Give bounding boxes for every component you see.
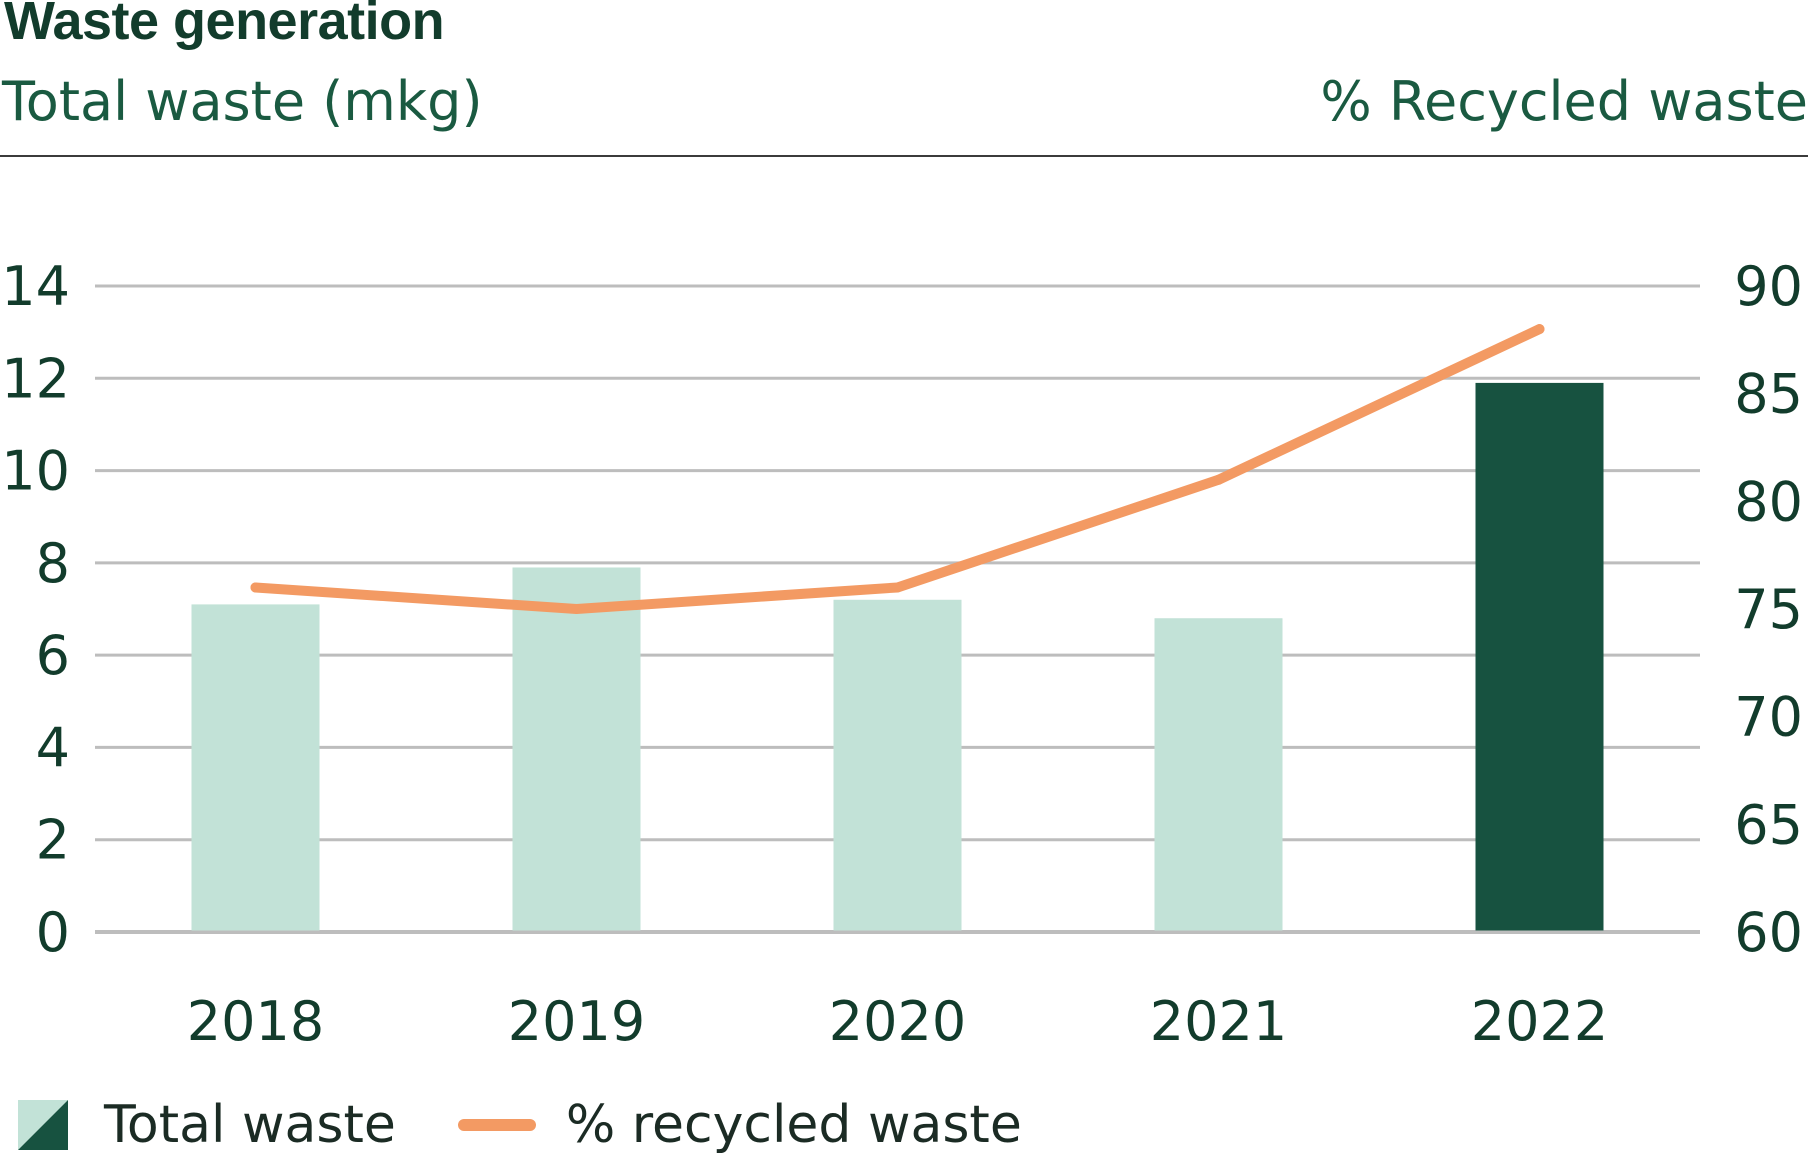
left-axis-title: Total waste (mkg): [2, 70, 483, 133]
right-tick-label: 80: [1734, 470, 1803, 533]
legend-total-waste: Total waste: [104, 1095, 396, 1155]
recycled-point-2019: [571, 604, 582, 614]
recycled-point-2020: [892, 582, 903, 593]
bar-2020: [833, 599, 962, 931]
x-tick-label: 2019: [508, 990, 645, 1053]
bar-2019: [512, 567, 641, 931]
left-tick-label: 10: [1, 440, 70, 503]
right-tick-label: 60: [1734, 901, 1803, 964]
recycled-point-2022: [1534, 324, 1545, 335]
recycled-waste-line: [250, 324, 1545, 614]
x-axis-ticks: 2018 2019 2020 2021 2022: [187, 990, 1608, 1053]
right-axis-ticks: 60 65 70 75 80 85 90: [1734, 255, 1803, 964]
left-axis-ticks: 0 2 4 6 8 10 12 14: [1, 255, 70, 964]
legend-line-marker: [457, 1119, 536, 1131]
x-tick-label: 2020: [829, 990, 966, 1053]
recycled-line-layer: [250, 324, 1545, 614]
right-axis-title: % Recycled waste: [1320, 70, 1808, 133]
left-tick-label: 6: [36, 624, 70, 687]
left-tick-label: 4: [36, 716, 70, 779]
legend-recycled-waste: % recycled waste: [565, 1095, 1022, 1155]
bar-2018: [191, 604, 320, 931]
right-tick-label: 85: [1734, 363, 1803, 426]
bars: [191, 382, 1604, 931]
left-tick-label: 12: [1, 347, 70, 410]
recycled-point-2021: [1213, 474, 1224, 485]
right-tick-label: 75: [1734, 578, 1803, 641]
left-tick-label: 2: [36, 809, 70, 872]
bar-2022: [1475, 382, 1604, 931]
x-tick-label: 2022: [1471, 990, 1608, 1053]
legend: Total waste % recycled waste: [18, 1095, 1022, 1155]
right-tick-label: 65: [1734, 793, 1803, 856]
right-tick-label: 90: [1734, 255, 1803, 318]
x-tick-label: 2021: [1150, 990, 1287, 1053]
header-divider: [0, 155, 1808, 157]
bar-2021: [1154, 618, 1283, 931]
left-tick-label: 14: [1, 255, 70, 318]
x-tick-label: 2018: [187, 990, 324, 1053]
right-tick-label: 70: [1734, 686, 1803, 749]
left-tick-label: 0: [36, 901, 70, 964]
total-waste-swatch: [18, 1100, 68, 1150]
left-tick-label: 8: [36, 532, 70, 595]
chart-title: Waste generation: [4, 0, 445, 51]
recycled-point-2018: [250, 582, 261, 593]
